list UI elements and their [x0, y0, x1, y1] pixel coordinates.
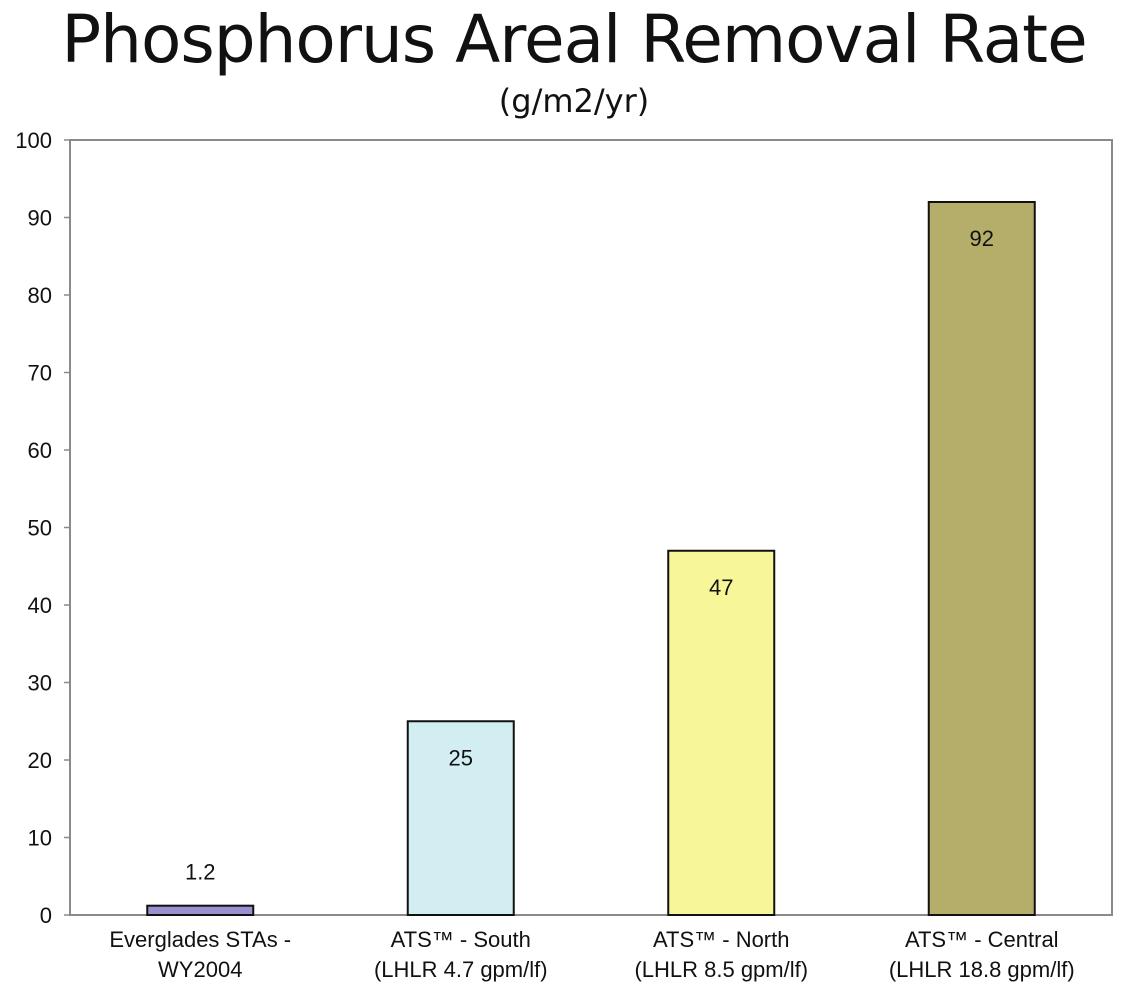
bar-value-label: 92	[970, 226, 994, 251]
y-tick-label: 60	[28, 438, 52, 463]
x-category-label: WY2004	[158, 957, 242, 982]
chart-title: Phosphorus Areal Removal Rate	[61, 1, 1087, 78]
bar	[146, 904, 255, 917]
y-tick-label: 80	[28, 283, 52, 308]
bar	[406, 720, 515, 916]
y-axis-ticks: 0 10 20 30 40 50 60 70 80 90 100	[15, 128, 70, 928]
x-category-label: ATS™ - South	[391, 927, 531, 952]
x-axis-labels: Everglades STAs - WY2004 ATS™ - South (LHLR…	[109, 927, 1074, 982]
y-tick-label: 40	[28, 593, 52, 618]
x-category-label: Everglades STAs -	[109, 927, 291, 952]
x-category-label: (LHLR 8.5 gpm/lf)	[634, 957, 808, 982]
x-category-label: (LHLR 18.8 gpm/lf)	[889, 957, 1075, 982]
x-category-label: ATS™ - North	[653, 927, 790, 952]
bar	[667, 549, 776, 916]
bar-value-label: 1.2	[185, 860, 216, 885]
y-tick-label: 70	[28, 361, 52, 386]
chart-subtitle: (g/m2/yr)	[498, 82, 650, 120]
x-category-label: (LHLR 4.7 gpm/lf)	[374, 957, 548, 982]
y-tick-label: 20	[28, 748, 52, 773]
y-tick-label: 0	[40, 903, 52, 928]
y-tick-label: 90	[28, 206, 52, 231]
bar-value-label: 25	[449, 745, 473, 770]
bar	[927, 201, 1036, 916]
bar-value-label: 47	[709, 575, 733, 600]
y-tick-label: 30	[28, 671, 52, 696]
x-category-label: ATS™ - Central	[905, 927, 1059, 952]
y-tick-label: 50	[28, 516, 52, 541]
y-tick-label: 10	[28, 826, 52, 851]
y-tick-label: 100	[15, 128, 52, 153]
bars: 1.2 25 47 92	[146, 201, 1036, 917]
